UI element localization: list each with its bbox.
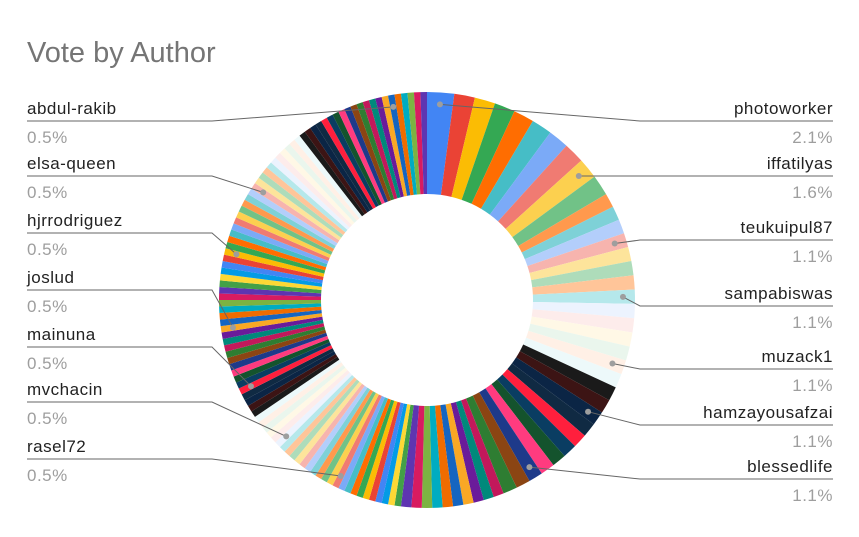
slice-label: sampabiswas — [725, 284, 834, 303]
label-dot — [620, 294, 626, 300]
label-dot — [338, 473, 344, 479]
label-dot — [230, 325, 236, 331]
slice-value-label: 0.5% — [27, 466, 68, 485]
slice-label: joslud — [26, 268, 74, 287]
slice-label: mainuna — [27, 325, 96, 344]
slice-label: muzack1 — [761, 347, 833, 366]
slice-value-label: 0.5% — [27, 240, 68, 259]
slice-value-label: 0.5% — [27, 354, 68, 373]
label-dot — [248, 383, 254, 389]
slice-label: photoworker — [734, 99, 833, 118]
label-dot — [390, 104, 396, 110]
slice-value-label: 1.1% — [792, 313, 833, 332]
label-dot — [437, 101, 443, 107]
slice-value-label: 1.1% — [792, 376, 833, 395]
slice-value-label: 1.6% — [792, 183, 833, 202]
label-dot — [233, 251, 239, 257]
slice-value-label: 0.5% — [27, 183, 68, 202]
slice-value-label: 0.5% — [27, 297, 68, 316]
leader-line — [27, 459, 341, 476]
leader-line — [615, 240, 833, 244]
label-dot — [526, 464, 532, 470]
slice-label: rasel72 — [27, 437, 86, 456]
slice-label: hjrrodriguez — [27, 211, 123, 230]
slice-label: mvchacin — [27, 380, 103, 399]
slice-value-label: 0.5% — [27, 128, 68, 147]
slice-label: iffatilyas — [767, 154, 833, 173]
label-dot — [612, 241, 618, 247]
label-dot — [260, 189, 266, 195]
chart-title: Vote by Author — [27, 37, 216, 69]
label-dot — [283, 433, 289, 439]
slice-value-label: 0.5% — [27, 409, 68, 428]
slice-value-label: 1.1% — [792, 247, 833, 266]
label-dot — [609, 360, 615, 366]
slice-label: elsa-queen — [27, 154, 116, 173]
slice-label: teukuipul87 — [741, 218, 833, 237]
slice-label: abdul-rakib — [27, 99, 117, 118]
slice-label: blessedlife — [747, 457, 833, 476]
slice-label: hamzayousafzai — [703, 403, 833, 422]
slice-value-label: 1.1% — [792, 432, 833, 451]
slice-value-label: 1.1% — [792, 486, 833, 505]
slice-value-label: 2.1% — [792, 128, 833, 147]
label-dot — [585, 409, 591, 415]
label-dot — [576, 173, 582, 179]
